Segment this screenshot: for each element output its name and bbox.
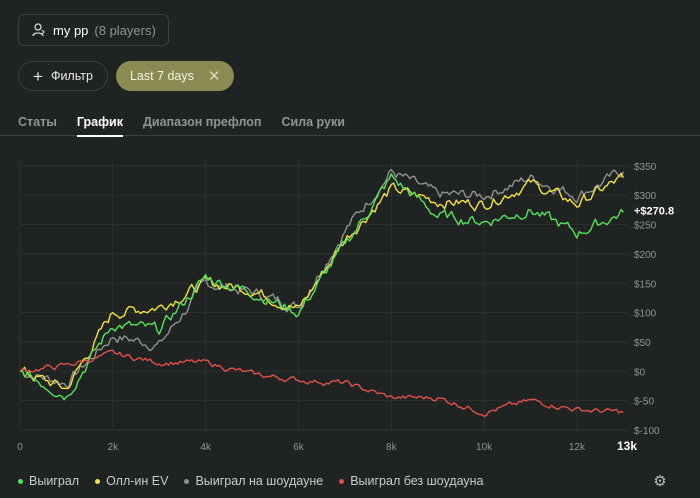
- legend-dot: [339, 478, 345, 484]
- profit-chart: $350 $300 $250 $200 $150 $100 $50 $0 $-50 $-100 0 2…: [17, 160, 674, 453]
- plus-icon: +: [33, 66, 43, 86]
- player-count: (8 players): [94, 22, 156, 38]
- gear-icon[interactable]: ⚙: [653, 473, 667, 490]
- y-tick-label: $150: [634, 279, 657, 290]
- player-selector[interactable]: my pp (8 players): [18, 14, 169, 46]
- x-tick-label: 12k: [569, 442, 586, 453]
- x-tick-label: 8k: [386, 442, 398, 453]
- series-line-1: [19, 172, 625, 390]
- y-tick-label: $100: [634, 309, 657, 320]
- legend-item-non-showdown[interactable]: Выиграл без шоудауна: [339, 474, 484, 488]
- legend-label: Выиграл на шоудауне: [195, 474, 324, 488]
- user-icon: [31, 22, 47, 38]
- series-line-3: [19, 349, 624, 417]
- y-tick-label: $-100: [634, 426, 660, 437]
- x-tick-label: 10k: [476, 442, 493, 453]
- y-tick-label: $50: [634, 338, 651, 349]
- legend-item-allin-ev[interactable]: Олл-ин EV: [95, 474, 168, 488]
- legend-dot: [95, 478, 101, 484]
- tab-graph[interactable]: График: [76, 108, 124, 137]
- close-icon[interactable]: ✕: [207, 67, 221, 85]
- legend-label: Выиграл без шоудауна: [350, 474, 484, 488]
- x-tick-label: 2k: [108, 442, 120, 453]
- y-tick-label: $350: [634, 162, 657, 173]
- active-filter-label: Last 7 days: [129, 69, 194, 83]
- filter-bar: + Фильтр Last 7 days ✕: [18, 61, 235, 91]
- x-tick-label-last: 13k: [617, 439, 637, 453]
- filter-label: Фильтр: [50, 69, 93, 83]
- legend-item-won[interactable]: Выиграл: [18, 474, 79, 488]
- y-tick-label: $0: [634, 367, 646, 378]
- tab-bar: Статы График Диапазон префлоп Сила руки: [0, 108, 700, 137]
- tab-stats[interactable]: Статы: [18, 115, 57, 129]
- x-tick-label: 0: [17, 442, 23, 453]
- y-tick-label: $250: [634, 221, 657, 232]
- player-name: my pp: [53, 22, 89, 38]
- add-filter-button[interactable]: + Фильтр: [18, 61, 108, 91]
- y-tick-label: $200: [634, 250, 657, 261]
- tab-hand-strength[interactable]: Сила руки: [281, 115, 345, 129]
- legend-item-showdown[interactable]: Выиграл на шоудауне: [184, 474, 323, 488]
- legend-dot: [184, 478, 190, 484]
- series-line-0: [19, 173, 624, 401]
- chart-legend: Выиграл Олл-ин EV Выиграл на шоудауне Вы…: [18, 474, 484, 488]
- x-tick-label: 6k: [293, 442, 305, 453]
- y-tick-label: $300: [634, 191, 657, 202]
- x-tick-label: 4k: [200, 442, 212, 453]
- legend-dot: [18, 478, 23, 484]
- active-filter-chip[interactable]: Last 7 days ✕: [115, 61, 235, 91]
- y-tick-label: $-50: [634, 397, 654, 408]
- final-value-label: +$270.8: [634, 205, 674, 217]
- legend-label: Олл-ин EV: [106, 474, 169, 488]
- tab-preflop-range[interactable]: Диапазон префлоп: [142, 115, 262, 129]
- legend-label: Выиграл: [29, 474, 80, 488]
- series-line-2: [19, 169, 625, 388]
